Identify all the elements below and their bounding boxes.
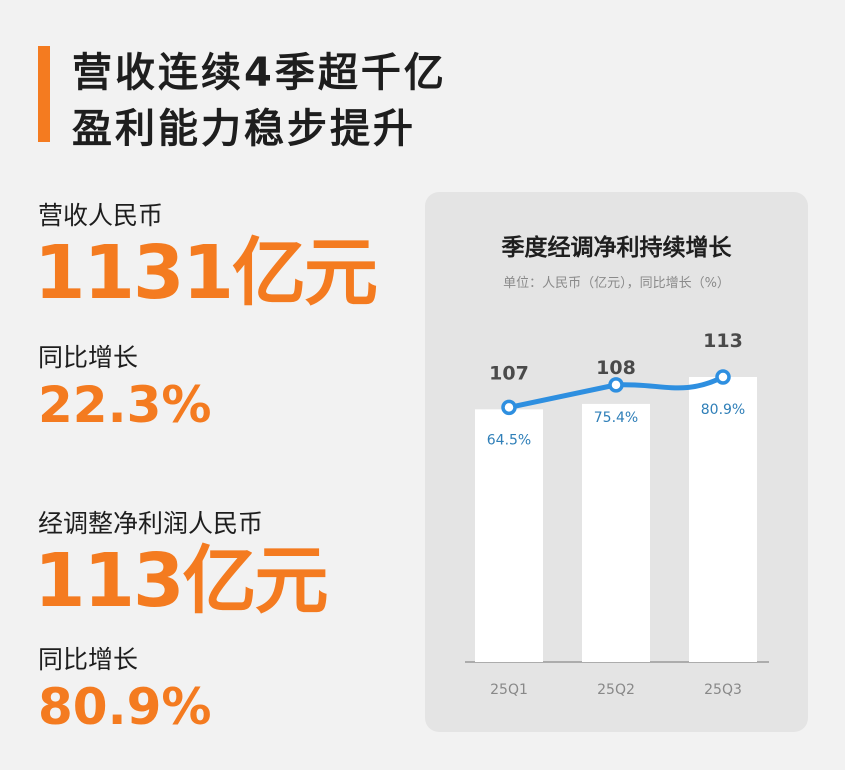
profit-chart: 107 25Q1 108 25Q2 113 25Q3 64.5% 75.4% 80.9% (465, 330, 769, 698)
chart-title: 季度经调净利持续增长 (501, 235, 732, 261)
bar-value-label: 113 (703, 330, 743, 352)
x-tick-label: 25Q1 (490, 682, 528, 698)
profit-growth-label: 同比增长 (38, 645, 139, 674)
title-accent-bar (38, 46, 50, 142)
chart-unit-note: 单位：人民币（亿元），同比增长（%） (503, 276, 730, 291)
growth-point (715, 369, 731, 385)
growth-label: 75.4% (594, 410, 638, 426)
bar-value-label: 107 (489, 362, 529, 384)
revenue-value: 1131亿元 (34, 230, 378, 316)
x-tick-label: 25Q2 (597, 682, 635, 698)
bar-25Q3 (689, 377, 757, 662)
bar-25Q2 (582, 403, 650, 662)
revenue-growth-value: 22.3% (38, 376, 212, 434)
growth-label: 64.5% (487, 432, 531, 448)
profit-label: 经调整净利润人民币 (38, 509, 264, 538)
revenue-label: 营收人民币 (38, 201, 164, 230)
profit-growth-value: 80.9% (38, 678, 212, 736)
headline-line-1: 营收连续4季超千亿 (72, 50, 447, 96)
headline-line-2: 盈利能力稳步提升 (72, 106, 416, 152)
profit-value: 113亿元 (34, 538, 328, 624)
bar-25Q1 (475, 409, 543, 662)
revenue-growth-label: 同比增长 (38, 343, 139, 372)
growth-label: 80.9% (701, 402, 745, 418)
x-tick-label: 25Q3 (704, 682, 742, 698)
bar-value-label: 108 (596, 357, 636, 379)
chart-card: 季度经调净利持续增长 单位：人民币（亿元），同比增长（%） 107 25Q1 108… (425, 192, 808, 732)
growth-point (608, 377, 624, 393)
growth-point (501, 399, 517, 416)
